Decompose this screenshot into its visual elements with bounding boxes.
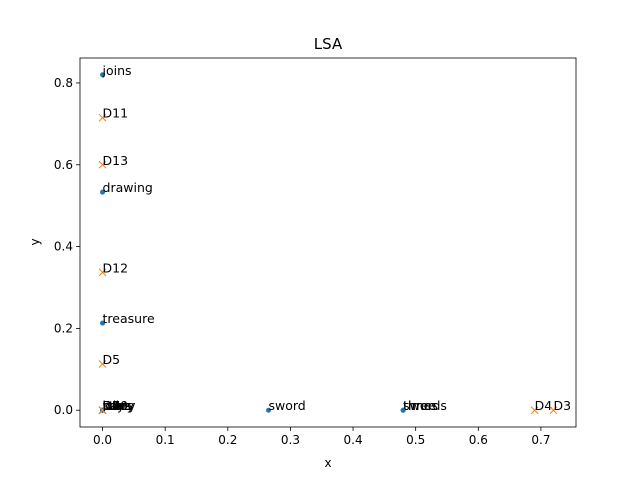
y-axis-label: y — [28, 238, 42, 245]
term-point — [100, 72, 106, 78]
document-point-label: D12 — [103, 260, 129, 275]
term-point — [100, 320, 106, 326]
y-tick-label: 0.0 — [54, 403, 73, 417]
term-point-label: swords — [403, 398, 447, 413]
document-point-label: D11 — [103, 106, 129, 121]
term-point-label: drawing — [103, 180, 153, 195]
document-point-label: D13 — [103, 153, 129, 168]
document-point — [98, 406, 107, 415]
term-point-label: times — [403, 398, 438, 413]
term-point-label: joins — [102, 63, 132, 78]
x-axis-label: x — [324, 456, 331, 470]
document-point — [98, 268, 107, 277]
document-point-label: D10 — [103, 398, 129, 413]
x-tick-label: 0.7 — [531, 433, 550, 447]
document-point-label: D7 — [103, 398, 121, 413]
term-point-label: three — [403, 398, 436, 413]
document-point-stroke — [98, 113, 107, 122]
document-point-label: D6 — [103, 398, 121, 413]
y-tick-label: 0.8 — [54, 76, 73, 90]
term-point-label: party — [103, 398, 137, 413]
document-point-label: D2 — [103, 398, 121, 413]
y-tick-label: 0.6 — [54, 158, 73, 172]
term-point — [400, 407, 406, 413]
document-point-stroke — [98, 160, 107, 169]
x-tick-label: 0.3 — [281, 433, 300, 447]
x-tick-label: 0.2 — [218, 433, 237, 447]
plot-area-frame — [79, 57, 577, 428]
x-tick-label: 0.5 — [406, 433, 425, 447]
y-tick-label: 0.4 — [54, 240, 73, 254]
plot-marks: joins drawing treasure sword threeswordstime… — [98, 63, 571, 415]
document-point-stroke — [98, 268, 107, 277]
term-point — [100, 189, 106, 195]
axis-ticks: 0.0 0.1 0.2 0.3 0.4 0.5 0.6 0.7 0.0 0.2 0.4 0.6 0.8 — [54, 76, 551, 447]
document-point-stroke — [549, 406, 558, 415]
x-tick-label: 0.6 — [469, 433, 488, 447]
x-tick-label: 0.4 — [344, 433, 363, 447]
document-point-stroke — [98, 406, 107, 415]
term-point-label: story — [103, 398, 135, 413]
chart-title: LSA — [314, 35, 343, 53]
term-point-label: treasure — [103, 311, 155, 326]
x-tick-label: 0.1 — [156, 433, 175, 447]
term-point-label: rules — [103, 398, 134, 413]
document-point-label: D3 — [553, 398, 571, 413]
document-point — [98, 360, 107, 368]
document-point-stroke — [530, 406, 539, 415]
document-point — [98, 113, 107, 122]
term-point — [266, 407, 272, 413]
document-point-label: D1 — [103, 398, 121, 413]
document-point — [98, 160, 107, 169]
document-point — [549, 406, 558, 415]
document-point — [530, 406, 539, 415]
document-point-label: D9 — [103, 398, 121, 413]
term-point-label: sword — [269, 398, 306, 413]
document-point-stroke — [98, 360, 107, 368]
document-point-label: D8 — [103, 398, 121, 413]
term-point-label: keys — [103, 398, 131, 413]
term-point-label: wins — [103, 398, 131, 413]
document-point-label: D4 — [535, 398, 553, 413]
y-tick-label: 0.2 — [54, 321, 73, 335]
x-tick-label: 0.0 — [93, 433, 112, 447]
document-point-label: D5 — [103, 352, 121, 367]
